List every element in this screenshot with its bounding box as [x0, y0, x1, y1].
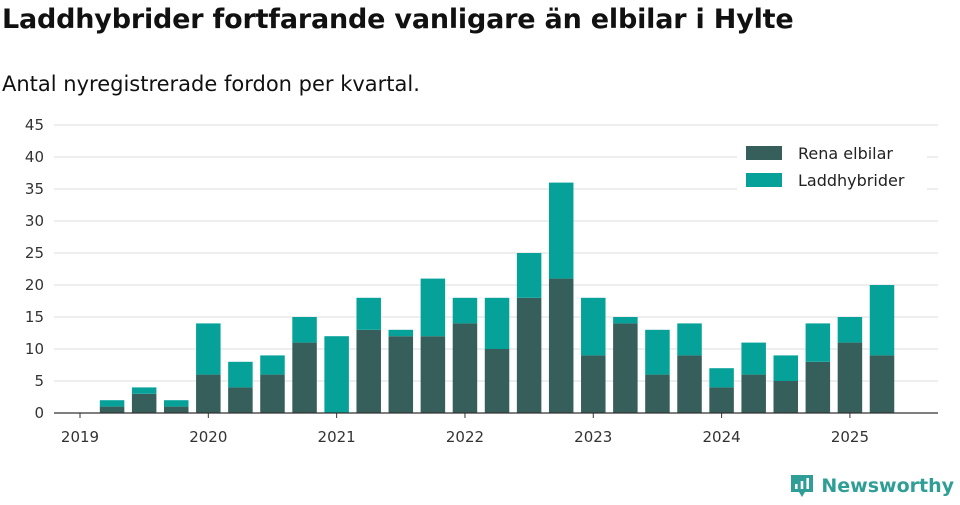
- legend-swatch: [746, 173, 782, 187]
- bar-laddhybrider: [613, 317, 638, 324]
- bar-rena-elbilar: [581, 355, 606, 413]
- y-tick-label: 10: [25, 340, 44, 358]
- y-tick-label: 5: [34, 372, 44, 390]
- bar-laddhybrider: [452, 297, 478, 324]
- legend-label: Laddhybrider: [798, 171, 905, 190]
- x-tick-label: 2023: [574, 428, 612, 446]
- bar-laddhybrider: [356, 297, 381, 330]
- bar-rena-elbilar: [420, 336, 446, 413]
- bar-laddhybrider: [773, 355, 799, 381]
- legend: Rena elbilar Laddhybrider: [737, 138, 927, 198]
- bar-laddhybrider: [837, 317, 863, 343]
- bar-laddhybrider: [260, 355, 285, 375]
- bar-rena-elbilar: [837, 342, 863, 413]
- bar-rena-elbilar: [805, 361, 831, 413]
- bar-laddhybrider: [548, 182, 574, 279]
- chart-title: Laddhybrider fortfarande vanligare än el…: [2, 4, 794, 35]
- bar-laddhybrider: [131, 387, 157, 394]
- bar-rena-elbilar: [516, 297, 542, 413]
- bar-rena-elbilar: [773, 381, 799, 413]
- bar-rena-elbilar: [196, 374, 221, 413]
- x-tick-label: 2021: [318, 428, 356, 446]
- bar-laddhybrider: [292, 317, 317, 343]
- bar-rena-elbilar: [548, 278, 574, 413]
- bar-laddhybrider: [388, 329, 414, 337]
- x-tick-label: 2022: [446, 428, 484, 446]
- bar-rena-elbilar: [163, 406, 189, 413]
- y-tick-label: 25: [25, 244, 44, 262]
- y-tick-label: 15: [25, 308, 44, 326]
- bar-rena-elbilar: [388, 336, 414, 413]
- bar-laddhybrider: [741, 342, 766, 375]
- bar-laddhybrider: [869, 285, 895, 356]
- legend-swatch: [746, 146, 782, 160]
- bar-laddhybrider: [805, 323, 831, 362]
- x-tick-label: 2020: [189, 428, 227, 446]
- y-tick-label: 35: [25, 180, 44, 198]
- newsworthy-icon: [791, 475, 814, 497]
- y-tick-label: 0: [34, 404, 44, 422]
- bar-laddhybrider: [677, 323, 702, 356]
- x-axis-ticks: 2019 2020 2021 2022 2023 2024 2025: [61, 413, 869, 446]
- bar-rena-elbilar: [131, 393, 157, 413]
- bar-laddhybrider: [420, 278, 446, 337]
- bar-rena-elbilar: [356, 329, 381, 413]
- chart-subtitle: Antal nyregistrerade fordon per kvartal.: [2, 72, 420, 96]
- legend-label: Rena elbilar: [798, 144, 893, 163]
- bar-rena-elbilar: [645, 374, 670, 413]
- bar-laddhybrider: [581, 297, 606, 356]
- x-tick-label: 2025: [831, 428, 869, 446]
- bar-laddhybrider: [228, 361, 253, 388]
- bar-rena-elbilar: [99, 406, 125, 413]
- bar-laddhybrider: [484, 297, 510, 349]
- bars: [99, 182, 895, 413]
- bar-rena-elbilar: [292, 342, 317, 413]
- bar-rena-elbilar: [452, 323, 478, 413]
- bar-laddhybrider: [99, 400, 125, 407]
- y-tick-label: 40: [25, 148, 44, 166]
- bar-laddhybrider: [324, 336, 349, 413]
- bar-rena-elbilar: [484, 349, 510, 413]
- newsworthy-logo: Newsworthy: [789, 473, 954, 499]
- y-tick-label: 30: [25, 212, 44, 230]
- bar-rena-elbilar: [677, 355, 702, 413]
- bar-rena-elbilar: [613, 323, 638, 413]
- bar-laddhybrider: [645, 329, 670, 375]
- y-axis-ticks: 0 5 10 15 20 25 30 35 40 45: [25, 116, 44, 422]
- bar-rena-elbilar: [709, 387, 734, 413]
- bar-rena-elbilar: [741, 374, 766, 413]
- bar-laddhybrider: [196, 323, 221, 375]
- bar-rena-elbilar: [869, 355, 895, 413]
- bar-laddhybrider: [163, 400, 189, 407]
- brand-name: Newsworthy: [821, 475, 954, 497]
- bar-laddhybrider: [709, 368, 734, 388]
- bar-rena-elbilar: [228, 387, 253, 413]
- bar-laddhybrider: [516, 253, 542, 298]
- y-tick-label: 20: [25, 276, 44, 294]
- bar-rena-elbilar: [260, 374, 285, 413]
- y-tick-label: 45: [25, 116, 44, 134]
- x-tick-label: 2019: [61, 428, 99, 446]
- x-tick-label: 2024: [703, 428, 741, 446]
